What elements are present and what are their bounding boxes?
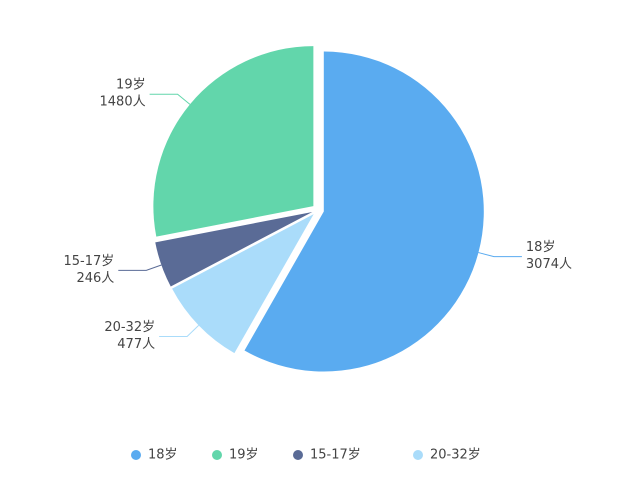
legend-label: 18岁 (148, 448, 178, 463)
legend-marker (293, 450, 303, 460)
legend-marker (212, 450, 222, 460)
legend-marker (131, 450, 141, 460)
data-label: 3074人 (526, 257, 572, 272)
data-label-name: 20-32岁 (104, 320, 155, 335)
data-label-name: 15-17岁 (64, 254, 115, 269)
leader-line (159, 324, 199, 337)
pie-slice (155, 211, 313, 287)
leader-line (118, 264, 162, 271)
pie-slice (172, 214, 314, 354)
data-label-name: 19岁 (116, 78, 146, 93)
leader-line (478, 252, 522, 258)
legend-label: 20-32岁 (430, 448, 481, 463)
pie-slice (153, 46, 314, 237)
data-label: 1480人 (100, 95, 146, 110)
data-label: 246人 (76, 271, 114, 286)
legend-marker (413, 450, 423, 460)
legend-label: 19岁 (229, 448, 259, 463)
data-label: 477人 (117, 337, 155, 352)
legend-label: 15-17岁 (310, 448, 361, 463)
data-label-name: 18岁 (526, 240, 556, 255)
pie-slice (244, 51, 484, 372)
leader-line (149, 93, 191, 105)
